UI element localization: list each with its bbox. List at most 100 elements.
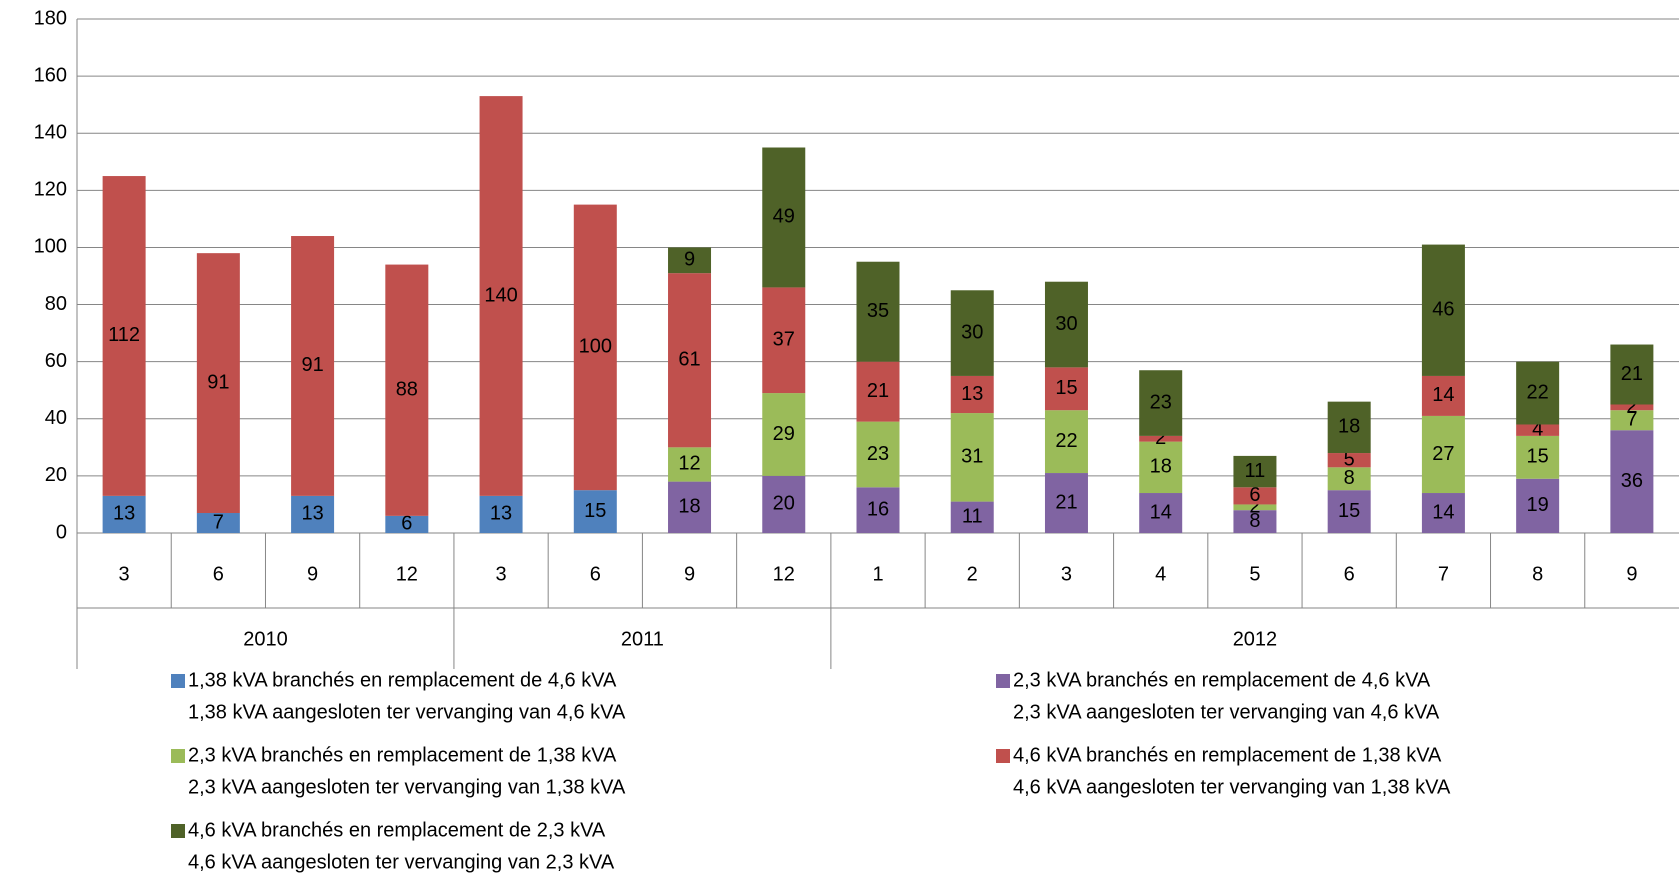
data-label: 2 — [1249, 496, 1260, 518]
bar-segment — [1421, 415, 1465, 494]
bar-segment — [1516, 478, 1560, 533]
x-tick-label: 9 — [684, 563, 695, 585]
group-label: 2011 — [621, 628, 664, 650]
x-tick-label: 3 — [119, 563, 130, 585]
bar-segment — [291, 495, 335, 533]
bar-segment — [1233, 510, 1277, 533]
bar-segment — [668, 447, 712, 482]
legend-swatch — [171, 824, 185, 838]
bar-segment — [385, 264, 429, 516]
bar-segment — [1327, 453, 1371, 468]
legend-swatch — [171, 674, 185, 688]
data-label: 6 — [1249, 484, 1260, 506]
data-label: 31 — [961, 446, 983, 468]
y-tick-label: 180 — [34, 7, 67, 29]
bar-segment — [1516, 424, 1560, 436]
data-label: 23 — [867, 443, 889, 465]
bar-segment — [102, 495, 146, 533]
y-tick-label: 40 — [45, 407, 67, 429]
x-tick-label: 5 — [1249, 563, 1260, 585]
data-label: 5 — [1344, 448, 1355, 470]
data-label: 15 — [1055, 377, 1077, 399]
data-label: 8 — [1344, 467, 1355, 489]
bar-segment — [762, 287, 806, 394]
x-tick-label: 9 — [307, 563, 318, 585]
y-tick-label: 0 — [56, 521, 67, 543]
data-label: 91 — [207, 371, 229, 393]
bar-segment — [573, 204, 617, 491]
bar-segment — [196, 253, 240, 514]
bar-segment — [762, 393, 806, 476]
data-label: 12 — [678, 453, 700, 475]
data-label: 6 — [401, 513, 412, 535]
data-label: 2 — [1155, 427, 1166, 449]
bar-segment — [1610, 410, 1654, 431]
x-tick-label: 8 — [1532, 563, 1543, 585]
y-tick-label: 100 — [34, 236, 67, 258]
bar-segment — [856, 421, 900, 488]
data-label: 91 — [301, 354, 323, 376]
legend-label: 2,3 kVA aangesloten ter vervanging van 1… — [188, 776, 626, 798]
bar-segment — [1327, 401, 1371, 454]
bar-segment — [385, 515, 429, 533]
data-label: 14 — [1432, 501, 1454, 523]
bar-segment — [668, 273, 712, 448]
data-label: 13 — [490, 503, 512, 525]
data-label: 88 — [396, 379, 418, 401]
x-tick-label: 6 — [590, 563, 601, 585]
data-label: 18 — [1150, 456, 1172, 478]
bar-segment — [950, 413, 994, 502]
legend-label: 4,6 kVA branchés en remplacement de 2,3 … — [188, 819, 606, 841]
x-tick-label: 6 — [1344, 563, 1355, 585]
data-label: 23 — [1150, 391, 1172, 413]
bar-segment — [479, 495, 523, 533]
y-tick-label: 120 — [34, 179, 67, 201]
bar-segment — [1139, 441, 1183, 494]
bar-segment — [573, 490, 617, 533]
bar-segment — [1516, 361, 1560, 425]
legend-label: 4,6 kVA aangesloten ter vervanging van 1… — [1013, 776, 1451, 798]
bar-segment — [1233, 504, 1277, 511]
legend-label: 1,38 kVA aangesloten ter vervanging van … — [188, 701, 626, 723]
legend-swatch — [996, 674, 1010, 688]
data-label: 4 — [1532, 418, 1543, 440]
bar-segment — [856, 361, 900, 422]
y-tick-label: 60 — [45, 350, 67, 372]
bar-segment — [1233, 455, 1277, 488]
bar-segment — [762, 147, 806, 288]
x-tick-label: 12 — [773, 563, 795, 585]
data-label: 11 — [962, 506, 983, 528]
bar-segment — [1139, 435, 1183, 442]
bar-segment — [1421, 493, 1465, 533]
y-tick-label: 80 — [45, 293, 67, 315]
x-tick-label: 7 — [1438, 563, 1449, 585]
legend-swatch — [171, 749, 185, 763]
data-label: 112 — [108, 324, 140, 346]
data-label: 18 — [1338, 416, 1360, 438]
data-label: 2 — [1626, 396, 1637, 418]
bar-segment — [1421, 244, 1465, 376]
data-label: 13 — [961, 383, 983, 405]
data-label: 14 — [1432, 384, 1454, 406]
data-label: 21 — [1055, 491, 1077, 513]
group-label: 2010 — [243, 628, 288, 650]
data-label: 13 — [113, 503, 135, 525]
data-label: 18 — [678, 496, 700, 518]
data-label: 22 — [1055, 430, 1077, 452]
group-label: 2012 — [1233, 628, 1278, 650]
data-label: 20 — [773, 493, 795, 515]
bar-segment — [668, 247, 712, 274]
bar-segment — [1044, 281, 1088, 368]
bar-segment — [1610, 344, 1654, 405]
data-label: 46 — [1432, 299, 1454, 321]
data-label: 27 — [1432, 443, 1454, 465]
data-label: 8 — [1249, 510, 1260, 532]
bar-segment — [762, 475, 806, 533]
legend-label: 4,6 kVA branchés en remplacement de 1,38… — [1013, 744, 1442, 766]
bar-segment — [1044, 410, 1088, 474]
data-label: 30 — [1055, 313, 1077, 335]
legend-label: 2,3 kVA branchés en remplacement de 1,38… — [188, 744, 617, 766]
data-label: 29 — [773, 423, 795, 445]
x-tick-label: 3 — [1061, 563, 1072, 585]
